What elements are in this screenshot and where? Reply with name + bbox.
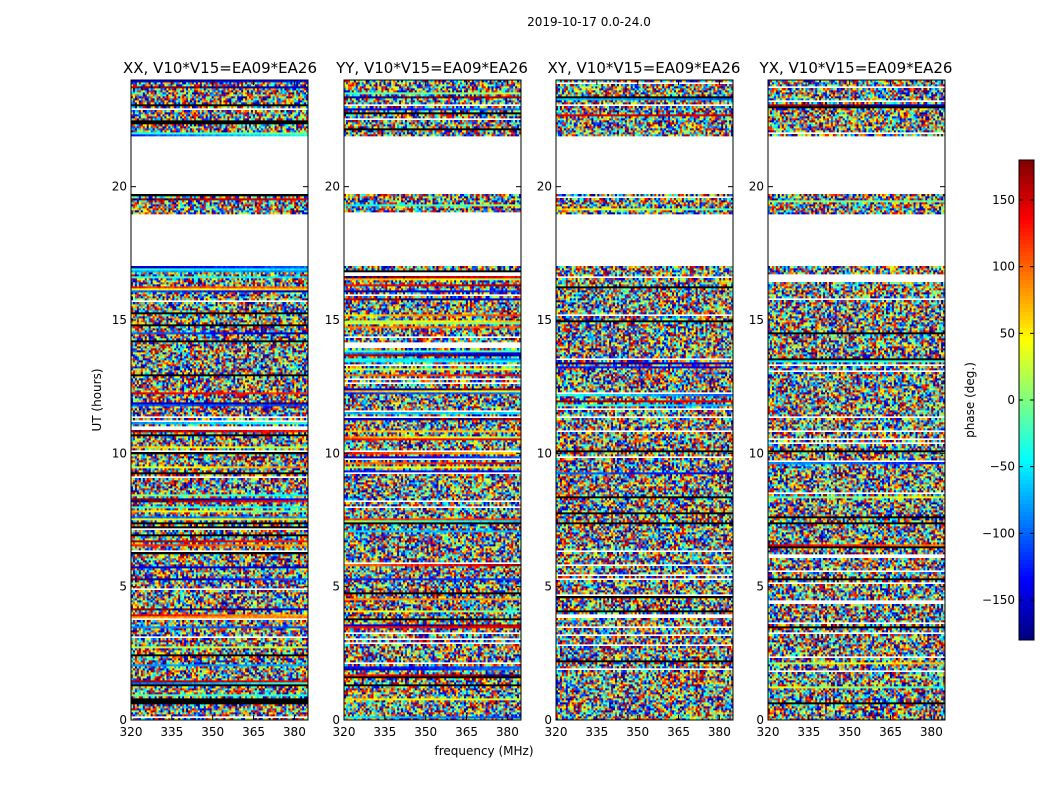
figure-title: 2019-10-17 0.0-24.0 [527,15,651,29]
panel-title-xx: XX, V10*V15=EA09*EA26 [123,59,317,77]
heatmap-xx [131,80,308,720]
figure: 2019-10-17 0.0-24.0 XX, V10*V15=EA09*EA2… [0,0,1050,800]
